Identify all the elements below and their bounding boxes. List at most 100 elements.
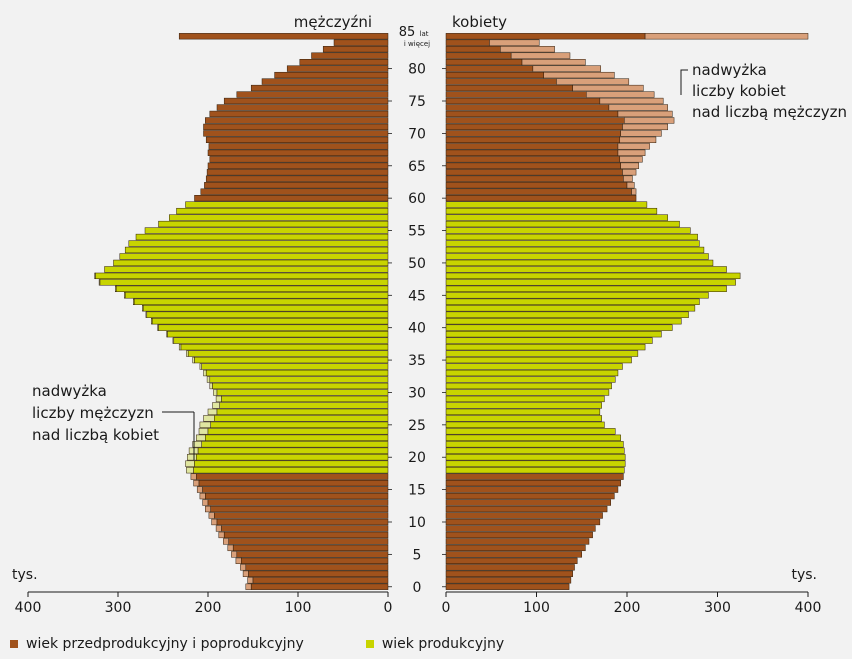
women-surplus-bar-age-79 [543,71,615,79]
age-tick-label: 35 [408,353,426,369]
men-title: mężczyźni [294,13,372,31]
men-bar-age-50 [113,259,389,267]
men-surplus-bar-age-18 [186,467,194,474]
men-bar-age-44 [133,298,389,305]
women-bar-age-5 [445,551,582,558]
men-bar-age-77 [250,84,389,92]
legend-item-nonproductive: wiek przedprodukcyjny i poprodukcyjny [10,636,304,652]
women-bar-age-79 [445,71,544,79]
men-bar-age-28 [219,402,389,409]
men-surplus-bar-age-7 [223,538,229,545]
annotation-men-line: nad liczbą kobiet [32,426,159,444]
age-tick-label: 70 [408,126,426,142]
women-bar-age-28 [445,402,602,409]
men-bar-age-37 [180,343,389,351]
women-bar-age-70 [445,130,621,137]
women-surplus-bar-age-78 [556,78,630,85]
legend-swatch-nonproductive [10,640,18,648]
men-bar-age-0 [250,583,389,590]
women-surplus-bar-age-83 [500,46,555,53]
men-bar-age-11 [214,512,389,519]
women-surplus-bar-age-69 [619,136,657,144]
women-bar-age-38 [445,337,653,344]
men-bar-age-61 [200,188,389,195]
women-bar-age-55 [445,227,691,234]
age-85-sublabel-lat: lat [420,30,429,38]
women-title: kobiety [452,13,507,31]
women-bar-age-78 [445,78,557,85]
women-surplus-bar-age-73 [617,110,673,118]
men-surplus-bar-age-23 [196,434,206,441]
men-bar-age-52 [124,246,389,254]
men-bar-age-76 [236,91,389,98]
women-surplus-bar-age-77 [572,84,644,92]
women-bar-age-20 [445,454,626,461]
men-bar-age-84 [333,39,389,46]
men-surplus-bar-age-31 [209,382,213,390]
men-bar-age-39 [167,331,389,338]
women-bar-age-43 [445,305,696,312]
age-tick-label: 60 [408,191,426,207]
women-bar-age-50 [445,259,714,267]
women-surplus-bar-age-65 [620,162,640,169]
men-bar-age-34 [201,363,389,370]
women-bar-age-58 [445,207,658,215]
x-tick-label-left: 400 [15,600,42,616]
men-surplus-bar-age-29 [215,395,222,403]
women-bar-age-42 [445,311,689,318]
women-bar-age-75 [445,97,601,105]
men-bar-age-69 [205,136,389,144]
men-surplus-bar-age-15 [196,486,203,493]
women-bar-age-72 [445,117,625,124]
men-bar-age-49 [104,266,389,273]
women-bar-age-73 [445,110,619,118]
men-bar-age-63 [205,175,389,182]
women-bar-age-7 [445,538,590,545]
axes-layer: mężczyźni kobiety 85 lat i więcej tys. t… [12,13,821,616]
women-surplus-bar-age-71 [622,123,668,131]
men-bar-age-45 [124,292,389,299]
men-surplus-bar-age-34 [199,363,202,370]
men-bar-age-80 [286,65,389,72]
legend-swatch-productive [365,640,374,648]
men-bar-age-27 [216,408,389,416]
women-surplus-bar-age-67 [617,149,646,156]
women-bar-age-67 [445,149,619,156]
men-surplus-bar-age-1 [247,577,254,584]
women-surplus-bar-age-84 [489,39,540,46]
men-bar-age-32 [209,376,389,383]
unit-left: tys. [12,567,38,583]
men-bar-age-24 [207,428,389,435]
women-bar-age-69 [445,136,621,144]
men-surplus-bar-age-3 [240,564,247,571]
men-bar-age-1 [252,577,389,584]
women-bar-age-9 [445,525,596,532]
women-bar-age-49 [445,266,727,273]
women-bar-age-47 [445,279,736,286]
women-bar-age-45 [445,292,709,299]
men-bar-age-33 [205,369,389,377]
bars-layer [94,33,809,590]
men-bar-age-23 [205,434,389,441]
men-bar-age-78 [261,78,389,85]
men-bar-age-8 [223,531,389,539]
men-surplus-bar-age-13 [202,499,209,506]
men-bar-age-6 [232,544,389,552]
women-bar-age-17 [445,473,624,480]
women-surplus-bar-age-70 [620,130,662,137]
women-bar-age-18 [445,467,625,474]
women-bar-age-56 [445,220,680,228]
women-bar-age-85 [445,33,646,40]
age-tick-label: 15 [408,483,426,499]
men-bar-age-65 [207,162,389,169]
women-bar-age-23 [445,434,621,441]
women-bar-age-76 [445,91,587,98]
women-bar-age-53 [445,240,700,247]
men-surplus-bar-age-33 [203,369,207,377]
men-bar-age-42 [146,311,389,318]
women-bar-age-39 [445,331,662,338]
women-bar-age-11 [445,512,603,519]
men-bar-age-74 [216,104,389,111]
legend-item-productive: wiek produkcyjny [365,636,504,652]
